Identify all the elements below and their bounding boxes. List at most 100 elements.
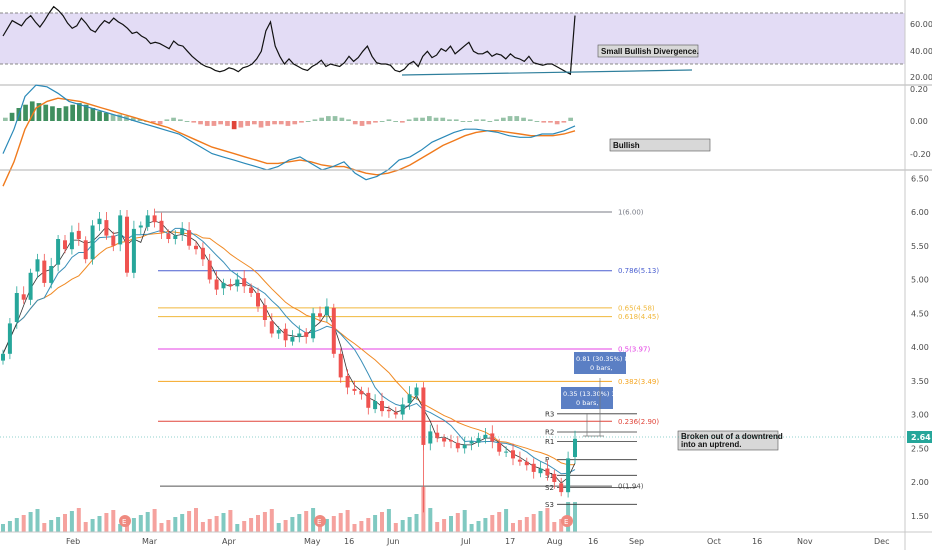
volume-bar	[304, 511, 309, 532]
time-axis: Feb Mar Apr May 16 Jun Jul 17 Aug 16 Sep Oct 16 Nov De…	[66, 537, 889, 546]
price-axis: 6.50 6.00 5.50 5.00 4.50 4.00 3.50 3.00 2.50 2.00…	[911, 174, 929, 520]
volume-bar	[435, 522, 440, 532]
fib-label: 0.618(4.45)	[618, 313, 659, 321]
volume-bar	[497, 512, 502, 532]
volume-bar	[194, 508, 198, 532]
candle-body	[318, 313, 322, 317]
candle-body	[449, 440, 453, 442]
macd-histogram-bar	[514, 116, 520, 121]
candle-body	[331, 307, 336, 354]
macd-signal-line	[2, 97, 576, 187]
candle-body	[428, 431, 433, 444]
candle-body	[97, 218, 102, 225]
price-tick-label: 6.00	[911, 208, 929, 217]
volume-bar	[14, 518, 19, 532]
candle-body	[435, 432, 440, 439]
fib-label: 0.236(2.90)	[618, 418, 659, 426]
macd-histogram-bar	[3, 117, 8, 121]
volume-bar	[28, 512, 33, 532]
volume-bar	[104, 513, 109, 532]
macd-histogram-bar	[299, 121, 304, 123]
macd-histogram-bar	[527, 119, 533, 121]
volume-bar	[531, 514, 536, 532]
candle-body	[483, 434, 488, 439]
volume-bar	[200, 522, 205, 532]
candle-body	[118, 215, 123, 245]
macd-histogram-bar	[164, 119, 170, 121]
time-tick-label: Feb	[66, 537, 80, 546]
macd-histogram-bar	[50, 106, 55, 121]
time-tick-label: Jun	[386, 537, 400, 546]
price-tick-label: 5.00	[911, 276, 929, 285]
volume-bar	[207, 519, 212, 532]
macd-histogram-bar	[63, 106, 69, 121]
macd-histogram-bar	[56, 108, 62, 121]
volume-bars	[1, 487, 577, 532]
volume-bar	[269, 509, 274, 532]
macd-histogram-bar	[245, 121, 250, 126]
volume-bar	[83, 522, 88, 532]
moving-average-fast	[2, 220, 576, 484]
earnings-marker[interactable]: E	[119, 515, 131, 527]
candles	[1, 208, 577, 513]
macd-tick-0.00: 0.00	[910, 117, 928, 126]
earnings-marker[interactable]: E	[561, 515, 573, 527]
candle-body	[194, 245, 198, 250]
pivot-label: P	[545, 456, 549, 464]
volume-bar	[449, 516, 453, 532]
macd-histogram-bar	[225, 121, 230, 126]
earnings-marker[interactable]: E	[314, 515, 326, 527]
rsi-annotation: Small Bullish Divergence.	[597, 44, 699, 58]
macd-histogram-bar	[554, 121, 560, 125]
volume-bar	[131, 518, 136, 532]
volume-bar	[538, 511, 543, 532]
candle-body	[324, 306, 329, 316]
macd-histogram-bar	[305, 121, 311, 122]
macd-histogram-bar	[494, 119, 499, 121]
macd-histogram-bar	[90, 108, 96, 121]
candle-body	[283, 328, 288, 341]
macd-histogram-bar	[110, 114, 116, 121]
macd-histogram-bar	[366, 121, 372, 125]
macd-tick-neg0.20: -0.20	[910, 150, 931, 159]
macd-histogram-bar	[97, 111, 102, 121]
candle-body	[249, 287, 254, 293]
candle-body	[462, 444, 467, 449]
fib-label: 0.382(3.49)	[618, 378, 659, 386]
price-tick-label: 2.00	[911, 478, 929, 487]
volume-bar	[56, 517, 61, 532]
time-tick-label: Aug	[547, 537, 563, 546]
volume-bar	[69, 511, 74, 532]
volume-bar	[166, 520, 171, 532]
macd-histogram-bar	[332, 116, 338, 121]
candle-body	[76, 230, 81, 239]
macd-histogram-bar	[70, 104, 75, 121]
time-tick-label: 16	[752, 537, 762, 546]
macd-histogram-bar	[292, 121, 298, 125]
candle-body	[393, 412, 398, 415]
macd-histogram-bar	[231, 121, 237, 130]
rsi-band	[0, 13, 905, 64]
earnings-marker-label: E	[317, 518, 321, 526]
volume-bar	[173, 517, 178, 532]
candle-body	[49, 266, 54, 283]
macd-histogram-bar	[130, 117, 136, 121]
macd-histogram-bar	[373, 121, 378, 123]
macd-histogram-bar	[312, 119, 318, 121]
volume-bar	[386, 509, 391, 532]
macd-histogram-bar	[272, 121, 277, 125]
candle-body	[407, 394, 412, 404]
macd-histogram-bar	[265, 121, 271, 126]
macd-histogram-bar	[474, 119, 479, 121]
pivot-label: R3	[545, 410, 554, 418]
volume-bar	[256, 515, 260, 532]
volume-bar	[152, 509, 157, 532]
price-tick-label: 3.50	[911, 377, 929, 386]
volume-bar	[138, 515, 143, 532]
macd-histogram-bar	[178, 119, 183, 121]
macd-histogram-bar	[501, 117, 506, 121]
candle-body	[269, 321, 274, 334]
macd-histogram-bar	[198, 121, 203, 125]
candle-body	[90, 225, 95, 260]
